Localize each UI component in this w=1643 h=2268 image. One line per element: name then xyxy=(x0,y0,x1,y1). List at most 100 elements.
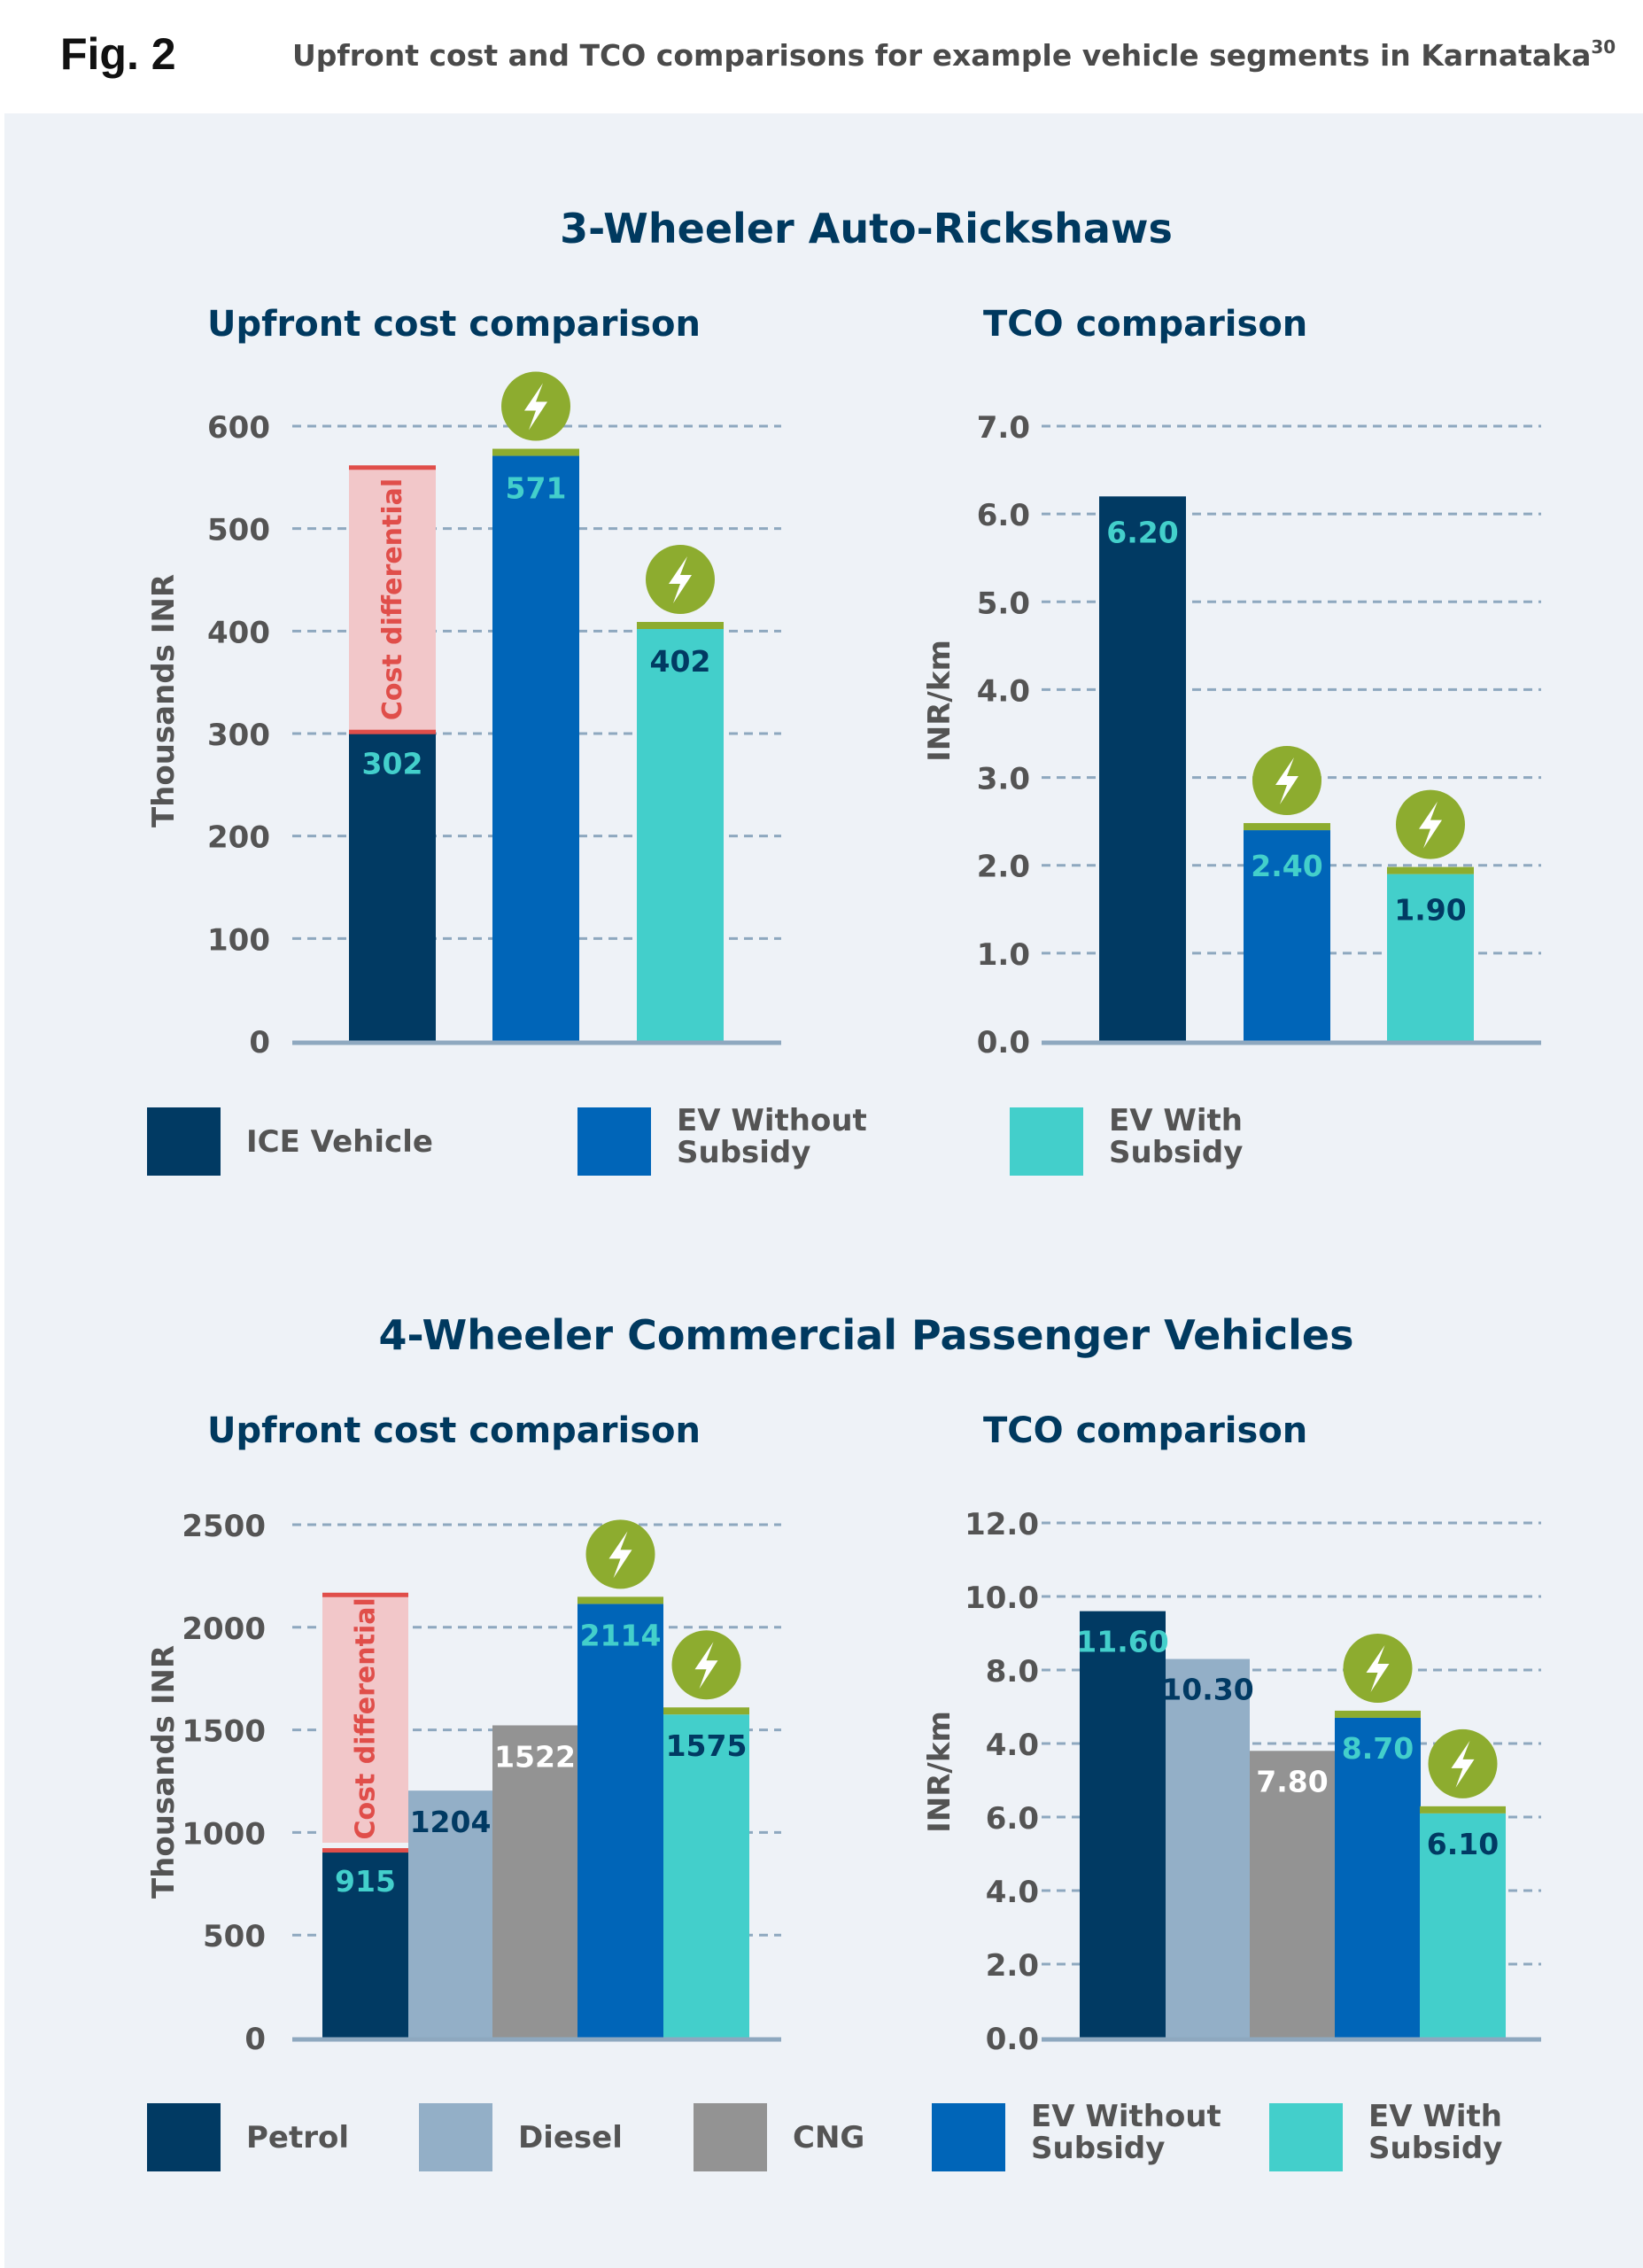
cost-differential-label: Cost differential xyxy=(351,1597,382,1839)
legend-swatch xyxy=(932,2103,1005,2171)
y-tick-label: 0.0 xyxy=(986,2022,1039,2057)
chart-2: 0 500 1000 1500 2000 2500 Thousands INR Cost di… xyxy=(146,1509,781,2057)
bar-value-label: 8.70 xyxy=(1342,1731,1414,1766)
legend-swatch xyxy=(419,2103,492,2171)
y-tick-label: 1500 xyxy=(182,1714,266,1750)
y-tick-label: 500 xyxy=(207,513,270,548)
bar-cap xyxy=(663,1707,749,1715)
legend-label: EV With Subsidy xyxy=(1109,1103,1243,1170)
bar-value-label: 6.10 xyxy=(1427,1827,1499,1861)
bar-petrol xyxy=(1080,1611,1166,2038)
bar-cap xyxy=(1420,1806,1506,1814)
bar-ev-with-subsidy xyxy=(1420,1813,1506,2038)
cost-differential-base-line xyxy=(322,1848,408,1853)
y-axis-label: INR/km xyxy=(922,640,957,762)
bar-value-label: 1204 xyxy=(410,1805,492,1839)
y-tick-label: 0 xyxy=(244,2022,266,2057)
bar-cng xyxy=(492,1725,577,2038)
lightning-bolt-icon xyxy=(608,1531,632,1579)
legend-1: Petrol Diesel CNG EV Without Subsidy EV With S… xyxy=(147,2099,1502,2171)
bar-cap xyxy=(1387,866,1474,874)
bar-ev-with-subsidy xyxy=(637,629,724,1041)
cost-differential-base-line xyxy=(349,729,436,734)
cost-differential-top-line xyxy=(322,1592,408,1597)
charts-layer: 0 100 200 300 400 500 600 Thousands INR Cost dif… xyxy=(146,371,1541,2057)
section-title-4-wheeler: 4-Wheeler Commercial Passenger Vehicles xyxy=(378,1311,1353,1359)
y-tick-label: 200 xyxy=(207,820,270,856)
legend-swatch xyxy=(1269,2103,1343,2171)
legend-label: EV With Subsidy xyxy=(1368,2099,1502,2166)
legend-swatch xyxy=(147,1107,221,1176)
legend-label: Diesel xyxy=(518,2120,623,2155)
bar-cap xyxy=(577,1596,663,1604)
legend-swatch xyxy=(694,2103,767,2171)
bar-ev-with-subsidy xyxy=(1387,874,1474,1041)
bar-ev-without-subsidy xyxy=(577,1604,663,2038)
chart-title-3w-tco: TCO comparison xyxy=(983,304,1307,345)
y-tick-label: 12.0 xyxy=(965,1507,1039,1542)
bar-value-label: 10.30 xyxy=(1161,1673,1253,1707)
y-tick-label: 10.0 xyxy=(965,1581,1039,1616)
legend-label: Petrol xyxy=(246,2120,349,2155)
legend-label-line: Subsidy xyxy=(1109,1135,1243,1170)
bar-ice-vehicle xyxy=(1099,496,1186,1041)
y-axis-label: Thousands INR xyxy=(146,574,182,827)
bar-ev-without-subsidy xyxy=(1244,830,1330,1041)
bar-value-label: 2114 xyxy=(580,1618,662,1652)
y-tick-label: 1.0 xyxy=(977,937,1030,973)
y-tick-label: 500 xyxy=(203,1919,266,1954)
bar-petrol xyxy=(322,1850,408,2038)
legend-label: EV Without Subsidy xyxy=(1031,2099,1221,2166)
bar-ev-without-subsidy xyxy=(492,455,579,1041)
figure-caption: Upfront cost and TCO comparisons for exa… xyxy=(292,36,1616,73)
bar-cng xyxy=(1250,1751,1335,2038)
legend-label-line: Subsidy xyxy=(677,1135,810,1170)
y-axis-label: INR/km xyxy=(922,1711,957,1833)
y-tick-label: 2.0 xyxy=(977,850,1030,885)
figure-caption-text: Upfront cost and TCO comparisons for exa… xyxy=(292,38,1591,73)
chart-title-4w-upfront: Upfront cost comparison xyxy=(207,1410,701,1451)
y-tick-label: 7.0 xyxy=(977,410,1030,446)
y-tick-label: 400 xyxy=(207,615,270,650)
cost-differential-top-line xyxy=(349,465,436,470)
legend-swatch xyxy=(577,1107,651,1176)
y-tick-label: 5.0 xyxy=(977,586,1030,621)
legend-label: CNG xyxy=(793,2120,864,2155)
lightning-bolt-icon xyxy=(1451,1740,1475,1788)
bar-ev-with-subsidy xyxy=(663,1714,749,2038)
bar-ice-vehicle xyxy=(349,731,436,1041)
bar-value-label: 915 xyxy=(335,1864,396,1899)
y-tick-label: 300 xyxy=(207,718,270,753)
figure-caption-sup: 30 xyxy=(1591,36,1616,58)
cost-differential-band xyxy=(349,467,436,732)
bar-value-label: 6.20 xyxy=(1106,515,1178,549)
chart-0: 0 100 200 300 400 500 600 Thousands INR Cost dif… xyxy=(146,371,781,1060)
bar-diesel xyxy=(408,1790,492,2038)
y-tick-label: 4.0 xyxy=(986,1875,1039,1910)
cost-differential-band xyxy=(322,1594,408,1843)
y-tick-label: 2.0 xyxy=(986,1948,1039,1984)
legend-label: EV Without Subsidy xyxy=(677,1103,867,1170)
bar-cap xyxy=(492,448,579,456)
bar-value-label: 2.40 xyxy=(1251,849,1322,883)
legend-swatch xyxy=(147,2103,221,2171)
chart-title-3w-upfront: Upfront cost comparison xyxy=(207,304,701,345)
section-title-3-wheeler: 3-Wheeler Auto-Rickshaws xyxy=(560,205,1173,252)
legend-label-line: EV Without xyxy=(1031,2099,1221,2134)
bar-value-label: 402 xyxy=(650,644,711,679)
lightning-bolt-icon xyxy=(694,1642,718,1689)
chart-3: 0.0 2.0 4.0 6.0 4.0 8.0 10.0 12.0 INR/km 11.60 10.… xyxy=(922,1507,1541,2057)
y-tick-label: 6.0 xyxy=(977,498,1030,533)
lightning-bolt-icon xyxy=(1419,801,1442,849)
bar-value-label: 1575 xyxy=(666,1728,748,1763)
bar-value-label: 302 xyxy=(362,747,423,781)
figure-label: Fig. 2 xyxy=(60,29,176,79)
legend-label-line: EV With xyxy=(1368,2099,1502,2134)
bar-cap xyxy=(637,622,724,630)
legend-swatch xyxy=(1010,1107,1083,1176)
lightning-bolt-icon xyxy=(1366,1644,1390,1692)
bar-value-label: 7.80 xyxy=(1256,1764,1328,1798)
